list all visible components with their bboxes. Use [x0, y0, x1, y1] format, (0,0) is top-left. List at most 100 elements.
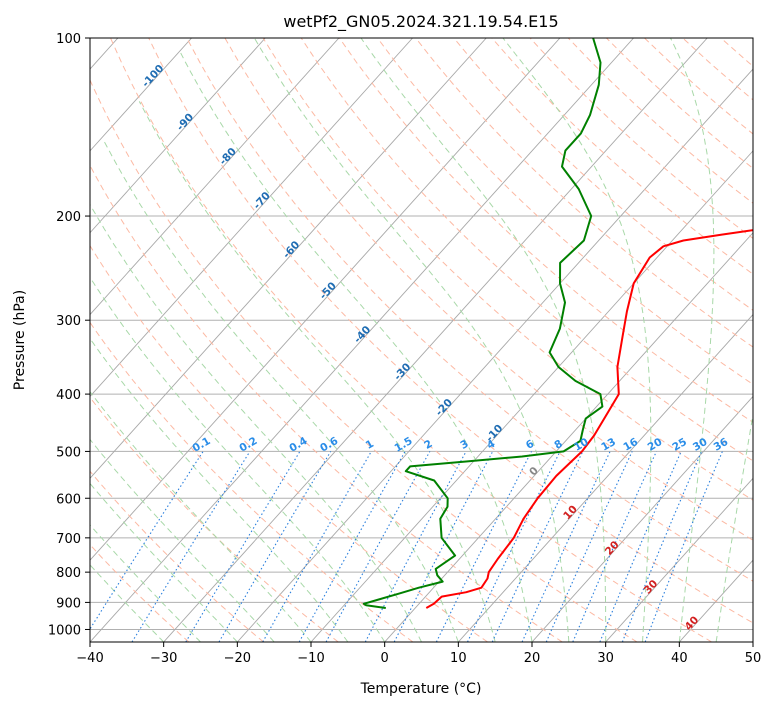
isotherm-label: -60	[281, 239, 303, 261]
mixing-ratio-line	[545, 451, 633, 642]
isotherm-line	[90, 38, 192, 152]
isotherm-line	[384, 232, 753, 642]
temperature-profile	[425, 229, 753, 609]
isotherm-label: 40	[683, 614, 702, 633]
mixing-ratio-line	[325, 451, 431, 642]
dry-adiabat	[377, 38, 753, 385]
moist-adiabat	[670, 38, 715, 642]
moist-adiabat	[360, 38, 607, 642]
dry-adiabat	[720, 38, 753, 67]
x-tick-label: 0	[381, 651, 389, 666]
dry-adiabat	[415, 38, 753, 348]
y-tick-label: 200	[56, 210, 81, 225]
dry-adiabat	[90, 544, 190, 642]
moist-adiabat	[90, 482, 238, 642]
mixing-ratio-label: 2	[422, 438, 434, 452]
x-tick-label: 30	[597, 651, 614, 666]
isotherm-line	[90, 38, 266, 234]
dry-adiabat	[644, 38, 753, 135]
y-tick-label: 600	[56, 492, 81, 507]
dry-adiabat	[606, 38, 753, 169]
isotherm-line	[310, 150, 753, 642]
dry-adiabat	[90, 164, 563, 642]
mixing-ratio-line	[393, 451, 494, 642]
isotherm-line	[90, 38, 413, 398]
isotherm-line	[90, 38, 634, 642]
isotherm-label: -70	[251, 190, 273, 212]
moist-adiabat	[90, 276, 386, 642]
dry-adiabat	[529, 38, 753, 240]
x-tick-label: 20	[524, 651, 541, 666]
isotherm-label: 20	[603, 539, 622, 558]
dry-adiabat	[90, 396, 339, 642]
mixing-ratio-line	[599, 451, 682, 642]
y-tick-label: 400	[56, 388, 81, 403]
isotherm-line	[90, 38, 561, 561]
mixing-ratio-line	[185, 451, 301, 642]
y-tick-label: 900	[56, 596, 81, 611]
dry-adiabat	[90, 244, 488, 642]
moist-adiabat	[90, 337, 349, 642]
moist-adiabat	[138, 101, 496, 642]
isotherm-label: -90	[174, 111, 196, 133]
mixing-ratio-label: 3	[458, 438, 470, 452]
mixing-ratio-line	[435, 451, 532, 642]
mixing-ratio-line	[90, 451, 204, 631]
moist-adiabat	[180, 52, 533, 642]
isotherm-line	[752, 641, 753, 642]
y-axis: 1000 900 800 700 600 500 400 300 200 100	[48, 32, 90, 638]
isotherm-line	[605, 477, 753, 642]
mixing-ratio-label: 1	[364, 438, 376, 452]
x-axis-label: Temperature (°C)	[360, 681, 482, 697]
moist-adiabat	[502, 38, 652, 642]
moist-adiabat	[90, 203, 422, 642]
dry-adiabat	[262, 38, 753, 501]
x-tick-label: −10	[297, 651, 324, 666]
dewpoint-profile	[362, 38, 604, 609]
isotherm-line	[90, 38, 340, 316]
y-tick-label: 700	[56, 532, 81, 547]
isotherm-line	[678, 559, 753, 642]
isotherm-line	[457, 313, 753, 642]
x-tick-label: 10	[450, 651, 467, 666]
mixing-ratio-line	[131, 451, 251, 642]
plot-area	[90, 38, 753, 642]
chart-title: wetPf2_GN05.2024.321.19.54.E15	[283, 12, 558, 32]
mixing-ratio-line	[262, 451, 372, 642]
mixing-ratio-line	[572, 451, 657, 642]
dry-adiabat	[90, 321, 414, 642]
x-tick-label: 50	[745, 651, 762, 666]
isotherm-line	[531, 395, 753, 642]
dry-adiabat	[682, 38, 753, 101]
dry-adiabat	[491, 38, 753, 275]
moist-adiabat	[715, 412, 753, 642]
isotherm-label: 0	[527, 465, 541, 479]
y-tick-label: 300	[56, 314, 81, 329]
dry-adiabat	[110, 38, 712, 642]
y-tick-label: 100	[56, 32, 81, 47]
mixing-ratio-line	[644, 451, 723, 642]
isotherm-label: 30	[642, 578, 661, 597]
mixing-ratio-line	[621, 451, 703, 642]
y-tick-label: 800	[56, 566, 81, 581]
x-tick-label: 40	[671, 651, 688, 666]
y-tick-label: 1000	[48, 623, 81, 638]
plot-frame	[89, 37, 754, 643]
mixing-ratio-line	[467, 451, 561, 642]
moist-adiabat	[90, 524, 201, 642]
y-axis-label: Pressure (hPa)	[12, 290, 28, 390]
isotherm-label: -50	[317, 280, 339, 302]
dry-adiabat	[567, 38, 753, 204]
isotherm-line	[90, 38, 487, 479]
dry-adiabat	[90, 470, 264, 642]
isotherm-line	[163, 38, 708, 642]
isotherm-label: -80	[217, 146, 239, 168]
mixing-ratio-line	[364, 451, 467, 642]
moist-adiabat	[102, 138, 459, 642]
dry-adiabat	[224, 38, 753, 541]
y-tick-label: 500	[56, 445, 81, 460]
isotherm-label: -40	[352, 324, 374, 346]
x-axis: −40 −30 −20 −10 0 10 20 30 40 50	[76, 642, 761, 666]
x-tick-label: −30	[150, 651, 177, 666]
